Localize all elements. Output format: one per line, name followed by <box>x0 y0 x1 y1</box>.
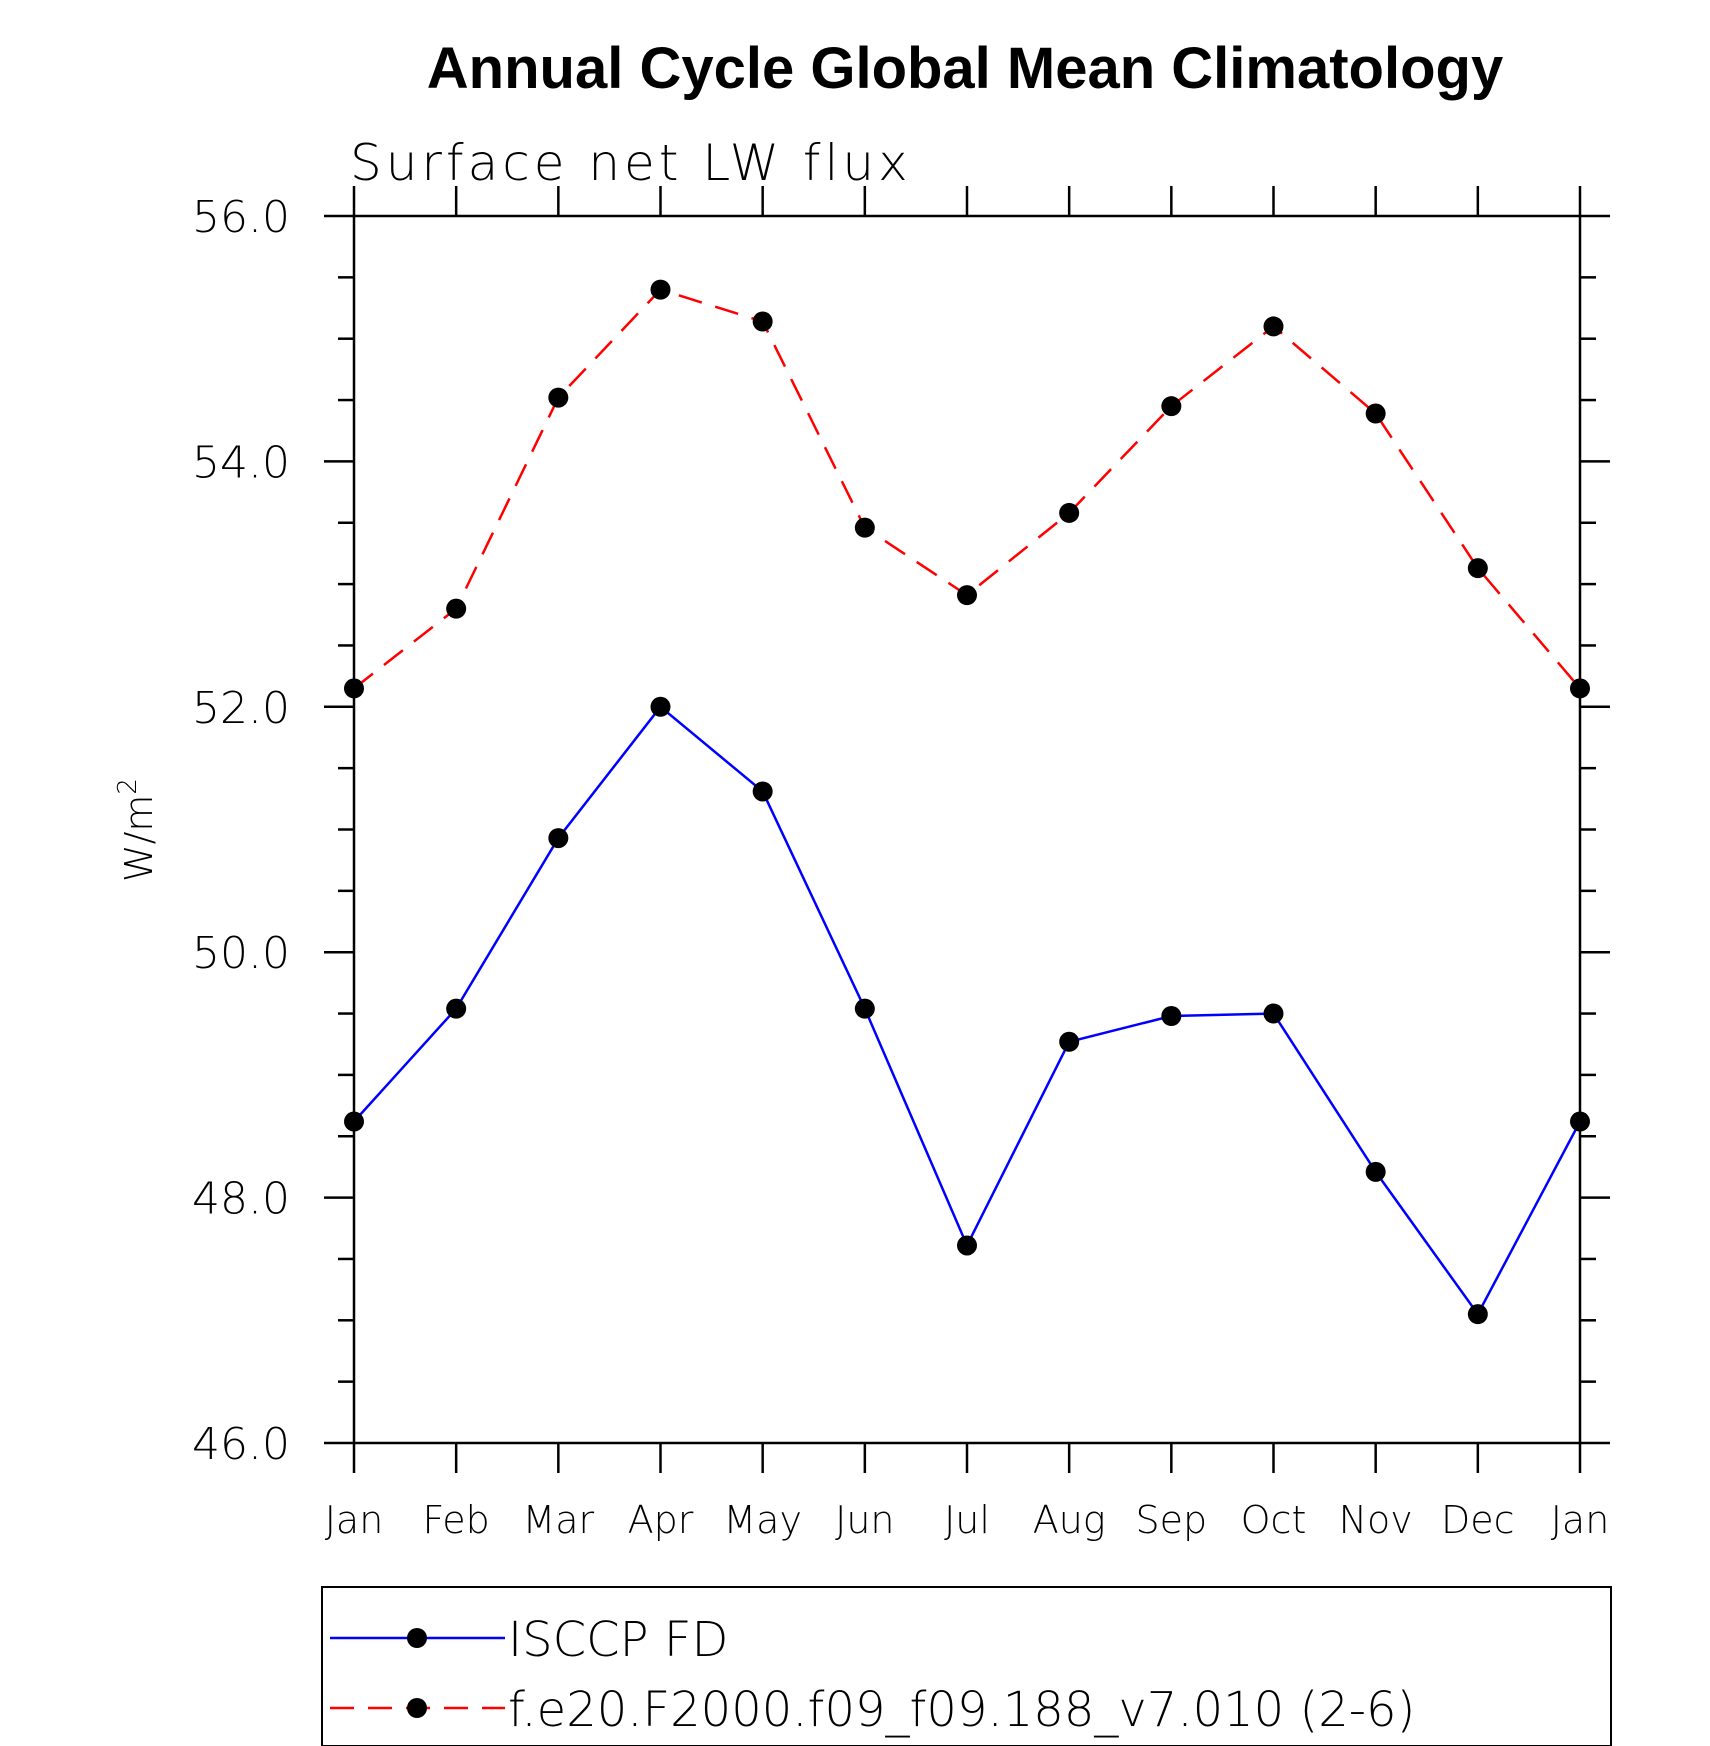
legend-marker <box>407 1698 427 1718</box>
y-tick-labels: 46.0 48.0 50.0 52.0 54.0 56.0 <box>192 192 290 1470</box>
series-line <box>353 705 1582 1317</box>
series-point <box>957 1235 977 1256</box>
y-tick-label: 54.0 <box>192 437 290 488</box>
series-point <box>1059 1031 1080 1052</box>
series-point <box>1263 1003 1284 1024</box>
series-point <box>1365 1161 1386 1182</box>
x-tick-labels: Jan Feb Mar Apr May Jun Jul Aug Sep Oct Nov Dec Jan <box>325 1498 1610 1542</box>
series-point <box>650 696 671 717</box>
legend-marker <box>407 1628 427 1648</box>
x-tick-label: Mar <box>522 1498 594 1542</box>
x-tick-label: Jan <box>325 1498 384 1542</box>
x-tick-label: Jul <box>944 1498 990 1542</box>
series-point <box>344 678 364 699</box>
series-point <box>1467 558 1488 579</box>
x-tick-label: Nov <box>1339 1498 1413 1542</box>
series-point <box>854 517 875 538</box>
series-point <box>548 387 569 408</box>
series-point <box>1570 1111 1590 1132</box>
y-tick-label: 52.0 <box>192 683 290 734</box>
x-tick-label: Apr <box>628 1498 694 1542</box>
y-tick-label: 50.0 <box>192 928 290 979</box>
y-axis-label-unit: W/m <box>117 795 161 882</box>
y-tick-label: 56.0 <box>192 192 290 243</box>
y-tick-label: 48.0 <box>192 1174 290 1225</box>
series-point <box>548 828 569 849</box>
y-tick-label: 46.0 <box>192 1419 290 1470</box>
legend: ISCCP FD f.e20.F2000.f09_f09.188_v7.010 (… <box>330 1612 1415 1738</box>
y-axis-label: W/m2 <box>113 778 161 882</box>
series-point <box>344 1111 364 1132</box>
legend-box <box>321 1586 1612 1746</box>
series-point <box>1365 403 1386 424</box>
chart-title: Annual Cycle Global Mean Climatology <box>427 36 1503 101</box>
series-line <box>353 288 1581 690</box>
series-point <box>1161 1006 1182 1027</box>
x-tick-label: Dec <box>1441 1498 1515 1542</box>
x-tick-label: May <box>723 1498 802 1542</box>
x-tick-label: Aug <box>1033 1498 1106 1542</box>
x-tick-label: Feb <box>423 1498 490 1542</box>
legend-label: f.e20.F2000.f09_f09.188_v7.010 (2-6) <box>508 1682 1415 1738</box>
series-point <box>446 598 467 619</box>
legend-label: ISCCP FD <box>508 1612 728 1668</box>
axis-ticks <box>324 186 1610 1473</box>
series-point <box>1161 396 1182 417</box>
x-tick-label: Oct <box>1241 1498 1307 1542</box>
series-point <box>752 781 773 802</box>
chart-subtitle: Surface net LW flux <box>350 134 912 192</box>
series-point <box>957 585 977 606</box>
series-point <box>650 279 671 300</box>
series-point <box>1467 1304 1488 1325</box>
series-layer <box>344 279 1590 1325</box>
series-point <box>1263 316 1284 337</box>
plot-frame <box>352 214 1582 1445</box>
y-axis-label-superscript: 2 <box>113 778 143 795</box>
series-point <box>1570 678 1590 699</box>
x-tick-label: Sep <box>1136 1498 1208 1542</box>
series-point <box>1059 502 1080 523</box>
series-point <box>446 998 467 1019</box>
series-point <box>854 998 875 1019</box>
x-tick-label: Jan <box>1551 1498 1610 1542</box>
x-tick-label: Jun <box>835 1498 894 1542</box>
series-point <box>752 311 773 332</box>
